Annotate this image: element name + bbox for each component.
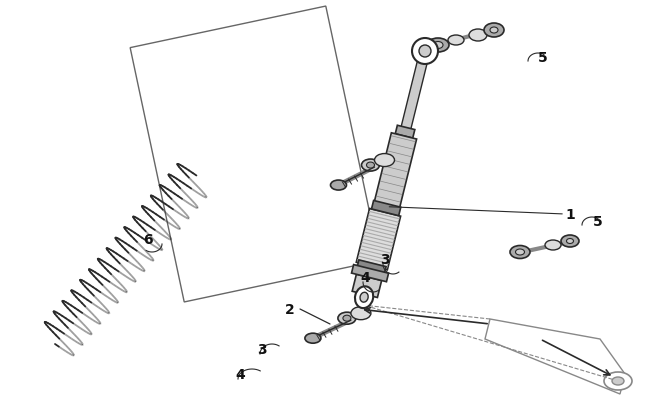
Ellipse shape [604, 372, 632, 390]
Ellipse shape [330, 181, 346, 191]
Polygon shape [130, 7, 380, 302]
Polygon shape [373, 134, 417, 213]
Ellipse shape [343, 315, 351, 322]
Polygon shape [395, 126, 415, 139]
Ellipse shape [612, 377, 624, 385]
Ellipse shape [567, 239, 573, 244]
Ellipse shape [360, 292, 368, 303]
Ellipse shape [374, 154, 395, 167]
Ellipse shape [448, 36, 464, 46]
Ellipse shape [510, 246, 530, 259]
Text: 6: 6 [143, 232, 153, 246]
Polygon shape [485, 319, 625, 394]
Ellipse shape [305, 333, 321, 343]
Polygon shape [400, 59, 428, 132]
Ellipse shape [469, 30, 487, 42]
Ellipse shape [419, 46, 431, 58]
Polygon shape [352, 275, 382, 298]
Polygon shape [352, 265, 389, 282]
Polygon shape [357, 260, 386, 275]
Ellipse shape [351, 307, 371, 320]
Text: 2: 2 [285, 302, 295, 316]
Polygon shape [372, 201, 401, 216]
Text: 3: 3 [257, 342, 266, 356]
Ellipse shape [433, 43, 443, 49]
Ellipse shape [484, 24, 504, 38]
Polygon shape [356, 209, 400, 270]
Ellipse shape [545, 241, 561, 250]
Text: 1: 1 [565, 207, 575, 222]
Ellipse shape [361, 160, 380, 172]
Ellipse shape [367, 163, 374, 168]
Text: 4: 4 [360, 270, 370, 284]
Ellipse shape [427, 39, 449, 53]
Text: 5: 5 [538, 51, 548, 65]
Ellipse shape [412, 39, 438, 65]
Ellipse shape [338, 312, 356, 324]
Ellipse shape [355, 287, 373, 308]
Ellipse shape [515, 249, 525, 256]
Text: 4: 4 [235, 367, 245, 381]
Text: 5: 5 [593, 215, 603, 228]
Ellipse shape [561, 235, 579, 247]
Ellipse shape [490, 28, 498, 34]
Text: 3: 3 [380, 252, 390, 266]
